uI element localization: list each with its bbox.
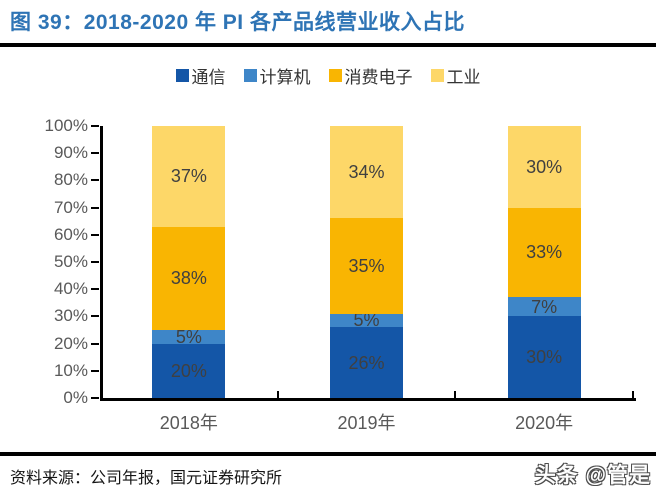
legend-label: 工业	[446, 67, 481, 87]
legend-label: 通信	[191, 67, 226, 87]
x-axis-tick	[454, 391, 457, 398]
x-axis-category-label: 2018年	[159, 413, 218, 433]
bar-segment-label: 33%	[526, 242, 563, 263]
y-axis-tick-label: 70%	[53, 197, 88, 217]
y-axis-tick-label: 90%	[53, 143, 88, 163]
source-note: 资料来源：公司年报，国元证券研究所	[10, 470, 283, 487]
x-axis-tick	[276, 391, 279, 398]
y-axis-tick-label: 80%	[53, 170, 88, 190]
legend-swatch	[430, 68, 444, 82]
bar-segment: 38%	[152, 226, 226, 330]
figure-title: 图 39：2018-2020 年 PI 各产品线营业收入占比	[10, 11, 465, 34]
chart-legend: 通信 计算机 消费电子 工业	[0, 63, 656, 87]
x-axis-category-label: 2019年	[337, 413, 396, 433]
y-axis-tick	[91, 125, 99, 127]
bar-segment-label: 20%	[170, 360, 207, 381]
bar-segment: 33%	[507, 207, 581, 298]
bar-segment: 30%	[507, 126, 581, 208]
bar-segment: 20%	[152, 343, 226, 398]
bar-segment: 35%	[330, 218, 403, 314]
bar-segment: 37%	[152, 126, 226, 227]
legend-item: 通信	[175, 63, 226, 88]
bar-segment: 30%	[507, 316, 581, 398]
plot-area	[100, 126, 636, 401]
y-axis-tick	[91, 315, 99, 318]
y-axis-tick	[91, 288, 99, 291]
y-axis-tick-label: 50%	[53, 252, 88, 271]
legend-label: 消费电子	[344, 67, 413, 87]
legend-item: 消费电子	[328, 63, 413, 88]
bar-segment: 26%	[330, 327, 403, 398]
figure-header: 图 39：2018-2020 年 PI 各产品线营业收入占比	[0, 0, 656, 47]
y-axis-tick-label: 60%	[53, 224, 88, 244]
y-axis-tick	[91, 369, 99, 372]
bar-segment: 5%	[330, 310, 403, 331]
bar-segment-label: 7%	[531, 296, 558, 317]
legend-swatch	[328, 68, 342, 82]
bar-segment-label: 30%	[526, 347, 563, 368]
y-axis-tick	[91, 233, 99, 236]
legend-swatch	[243, 68, 257, 82]
bar-segment-label: 35%	[348, 256, 385, 277]
bar-segment-label: 26%	[348, 352, 385, 373]
x-axis-tick	[632, 391, 634, 398]
bar-segment: 5%	[152, 326, 226, 347]
y-axis-tick	[91, 152, 99, 155]
y-axis-tick	[91, 179, 99, 182]
bar-segment-label: 5%	[353, 310, 380, 331]
legend-item: 计算机	[243, 63, 311, 88]
bar-segment: 34%	[330, 126, 403, 219]
y-axis-tick	[91, 206, 99, 209]
y-axis-tick-label: 30%	[53, 306, 88, 326]
y-axis-tick-label: 20%	[53, 333, 88, 353]
legend-swatch	[175, 68, 189, 82]
bar-segment-label: 38%	[170, 268, 207, 289]
y-axis-tick-label: 0%	[63, 388, 88, 407]
y-axis-tick	[91, 397, 99, 399]
bar-segment-label: 5%	[175, 326, 202, 347]
bar-segment-label: 30%	[526, 156, 563, 177]
watermark: 头条 @管是	[534, 464, 651, 487]
bar-segment-label: 34%	[348, 162, 385, 183]
x-axis-category-label: 2020年	[515, 413, 574, 433]
stacked-bar-chart: 0% 10% 20% 30% 40% 50% 60% 70% 80% 90% 100% 20% 5% 38…	[44, 116, 636, 433]
legend-item: 工业	[430, 63, 481, 88]
y-axis-tick	[91, 261, 99, 263]
y-axis-tick	[91, 342, 99, 345]
footer-divider	[0, 452, 656, 456]
bar-segment-label: 37%	[170, 166, 207, 187]
y-axis-tick-label: 100%	[44, 116, 88, 135]
legend-label: 计算机	[259, 67, 311, 87]
y-axis-tick-label: 40%	[53, 279, 88, 299]
y-axis-tick-label: 10%	[53, 360, 88, 380]
bar-segment: 7%	[507, 296, 581, 317]
